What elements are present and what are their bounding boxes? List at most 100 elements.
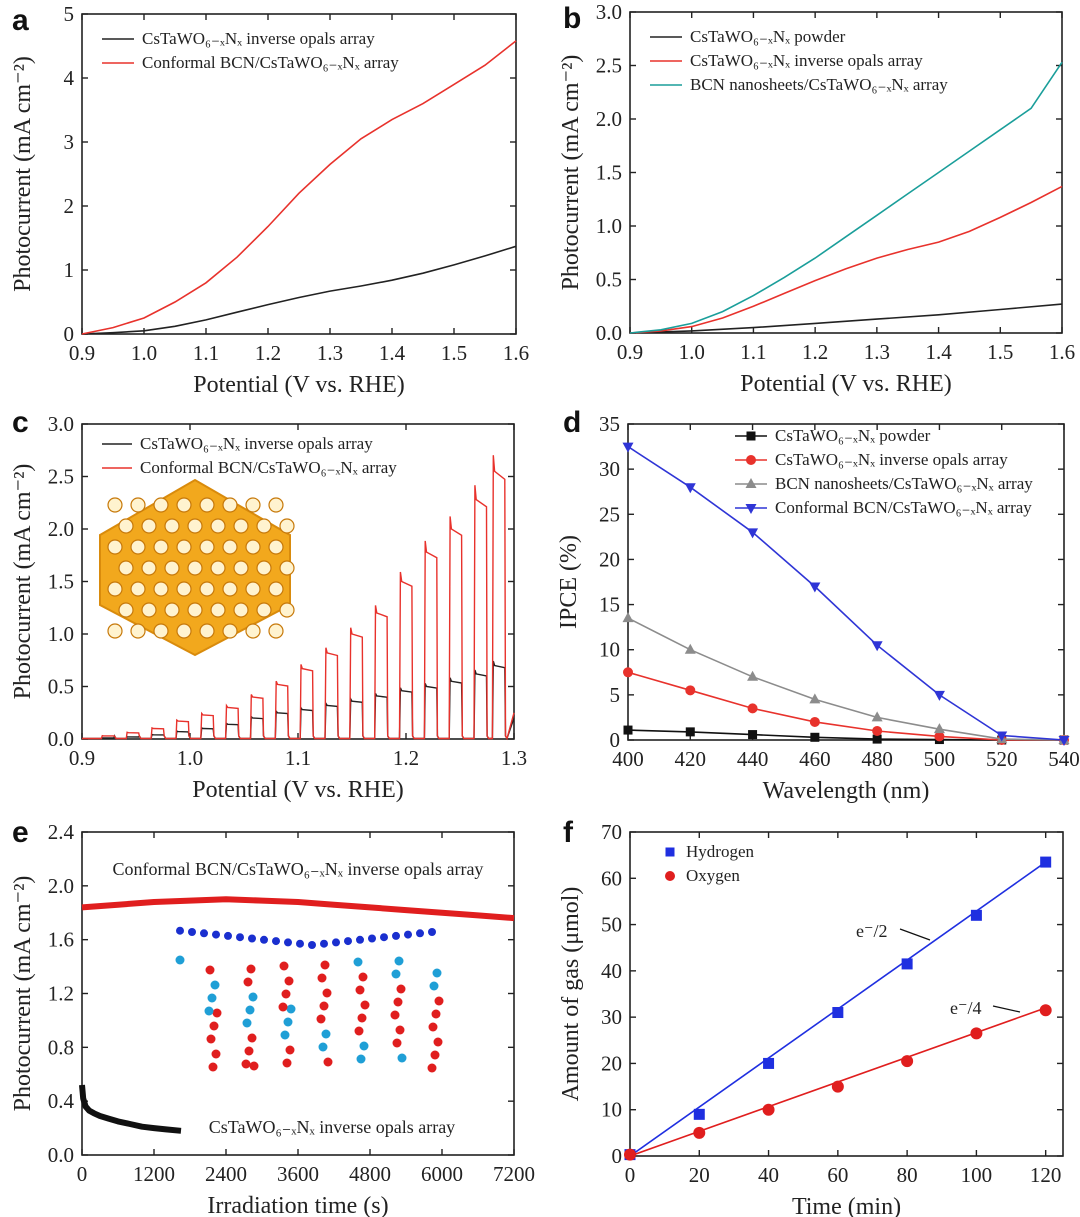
legend-label: Conformal BCN/CsTaWO₆₋ₓNₓ array bbox=[142, 53, 399, 72]
atom bbox=[175, 955, 185, 965]
atom-top bbox=[332, 938, 340, 947]
y-tick-label: 0.0 bbox=[596, 321, 622, 345]
y-tick-label: 4 bbox=[64, 66, 75, 90]
pore bbox=[176, 497, 192, 513]
pore bbox=[199, 623, 215, 639]
atom bbox=[204, 1006, 214, 1016]
atom bbox=[206, 1034, 216, 1044]
y-tick-label: 1.2 bbox=[48, 982, 74, 1006]
pore bbox=[107, 497, 123, 513]
data-point bbox=[693, 1126, 706, 1139]
pore bbox=[245, 623, 261, 639]
pore bbox=[130, 539, 146, 555]
y-axis-label: Photocurrent (mA cm⁻²) bbox=[10, 464, 36, 700]
pore bbox=[222, 623, 238, 639]
y-tick-label: 2.4 bbox=[48, 820, 75, 844]
panel-c: c 0.9 1.0 1.1 1.2 1.3 0.0 0.5 1.0 1.5 2.0 2.5 3.0 Pot… bbox=[10, 406, 527, 803]
y-tick-label: 1.5 bbox=[596, 161, 622, 185]
y-tick-label: 0 bbox=[612, 1144, 623, 1168]
pore bbox=[279, 518, 295, 534]
x-tick-label: 440 bbox=[737, 747, 769, 771]
x-tick-label: 2400 bbox=[205, 1162, 247, 1186]
x-tick-label: 1200 bbox=[133, 1162, 175, 1186]
data-point bbox=[901, 1055, 914, 1068]
y-tick-label: 2.5 bbox=[596, 54, 622, 78]
x-tick-label: 0 bbox=[77, 1162, 88, 1186]
atom bbox=[322, 988, 332, 998]
atom bbox=[391, 969, 401, 979]
series-line bbox=[629, 61, 1063, 334]
data-point bbox=[622, 442, 634, 453]
pore bbox=[199, 497, 215, 513]
panel-label: e bbox=[12, 816, 29, 849]
atom bbox=[282, 1058, 292, 1068]
pore bbox=[176, 623, 192, 639]
atom bbox=[356, 1054, 366, 1064]
pore bbox=[210, 560, 226, 576]
x-tick-label: 1.2 bbox=[802, 340, 828, 364]
y-tick-label: 1.5 bbox=[48, 570, 74, 594]
pore bbox=[164, 518, 180, 534]
data-point bbox=[871, 711, 883, 722]
pore bbox=[222, 581, 238, 597]
pore bbox=[107, 581, 123, 597]
axes-frame bbox=[81, 13, 517, 335]
pore bbox=[210, 602, 226, 618]
data-point bbox=[747, 670, 759, 681]
panel-label: a bbox=[12, 4, 29, 37]
atom-top bbox=[404, 930, 412, 939]
atom bbox=[211, 1049, 221, 1059]
x-tick-label: 1.5 bbox=[987, 340, 1013, 364]
pore bbox=[176, 539, 192, 555]
data-point bbox=[748, 730, 758, 740]
legend-marker bbox=[745, 504, 757, 514]
y-tick-label: 0.0 bbox=[48, 1143, 74, 1167]
x-tick-label: 60 bbox=[827, 1163, 848, 1187]
y-tick-label: 5 bbox=[610, 683, 621, 707]
atom bbox=[434, 996, 444, 1006]
pore bbox=[245, 539, 261, 555]
y-tick-label: 15 bbox=[599, 593, 620, 617]
y-tick-label: 1 bbox=[64, 258, 75, 282]
atom bbox=[317, 973, 327, 983]
y-tick-label: 40 bbox=[601, 959, 622, 983]
y-tick-label: 1.0 bbox=[48, 622, 74, 646]
atom-top bbox=[284, 938, 292, 947]
axes-frame bbox=[627, 423, 1065, 741]
y-tick-label: 0.0 bbox=[48, 727, 74, 751]
y-tick-label: 2 bbox=[64, 194, 75, 218]
y-axis-label: IPCE (%) bbox=[556, 535, 582, 629]
annotation-arrow bbox=[992, 1005, 1021, 1013]
legend-marker bbox=[745, 478, 757, 488]
atom bbox=[396, 984, 406, 994]
y-tick-label: 0.5 bbox=[48, 675, 74, 699]
pore bbox=[245, 497, 261, 513]
y-tick-label: 3.0 bbox=[596, 0, 622, 24]
atom bbox=[247, 1033, 257, 1043]
atom bbox=[360, 1000, 370, 1010]
x-tick-label: 520 bbox=[986, 747, 1018, 771]
atom-top bbox=[212, 930, 220, 939]
pore bbox=[153, 539, 169, 555]
legend-label: CsTaWO₆₋ₓNₓ inverse opals array bbox=[142, 29, 375, 48]
x-tick-label: 1.2 bbox=[255, 341, 281, 365]
x-tick-label: 460 bbox=[799, 747, 831, 771]
legend-label: CsTaWO₆₋ₓNₓ powder bbox=[690, 27, 846, 46]
atom-top bbox=[344, 937, 352, 946]
atom bbox=[249, 1061, 259, 1071]
atom bbox=[394, 956, 404, 966]
atom bbox=[246, 964, 256, 974]
atom bbox=[279, 961, 289, 971]
y-tick-label: 3.0 bbox=[48, 412, 74, 436]
pore bbox=[256, 602, 272, 618]
pore bbox=[210, 518, 226, 534]
y-tick-label: 20 bbox=[599, 547, 620, 571]
data-point bbox=[831, 1080, 844, 1093]
atom bbox=[323, 1057, 333, 1067]
panel-label: b bbox=[563, 2, 581, 35]
x-tick-label: 100 bbox=[961, 1163, 993, 1187]
x-axis-label: Potential (V vs. RHE) bbox=[192, 777, 404, 803]
data-point bbox=[763, 1057, 775, 1069]
atom bbox=[392, 1038, 402, 1048]
x-tick-label: 4800 bbox=[349, 1162, 391, 1186]
